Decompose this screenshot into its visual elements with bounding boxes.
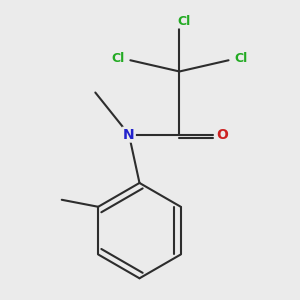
Text: Cl: Cl bbox=[111, 52, 124, 65]
Text: N: N bbox=[123, 128, 135, 142]
Text: Cl: Cl bbox=[177, 14, 190, 28]
Text: O: O bbox=[216, 128, 228, 142]
Text: Cl: Cl bbox=[235, 52, 248, 65]
